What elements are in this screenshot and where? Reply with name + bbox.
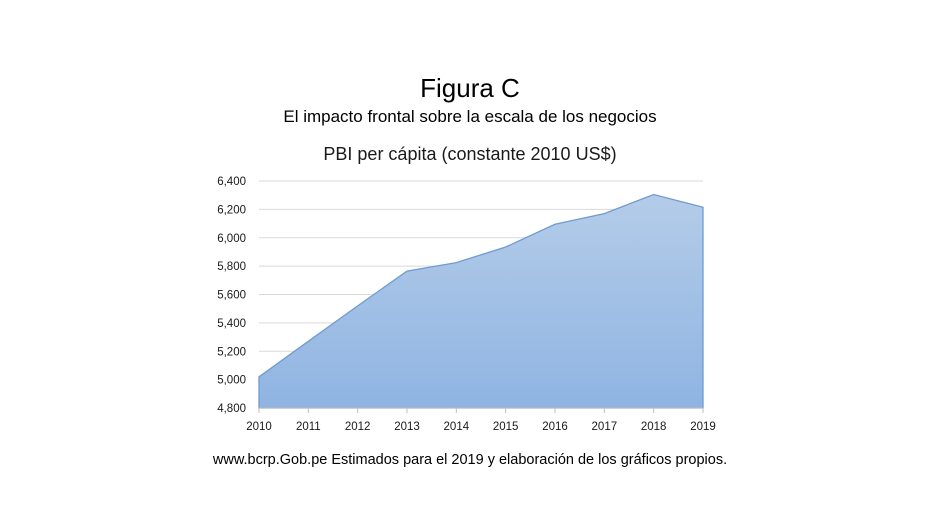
y-tick-label: 4,800 (217, 403, 246, 415)
figure-subtitle: El impacto frontal sobre la escala de lo… (283, 107, 657, 126)
x-tick-label: 2013 (394, 421, 420, 433)
x-tick-label: 2010 (246, 421, 272, 433)
source-note: www.bcrp.Gob.pe Estimados para el 2019 y… (212, 452, 728, 468)
x-tick-label: 2015 (493, 421, 519, 433)
x-tick-label: 2011 (296, 421, 321, 433)
x-tick-label: 2018 (641, 421, 667, 433)
y-tick-label: 5,600 (217, 290, 246, 302)
y-tick-label: 5,000 (217, 375, 246, 387)
y-tick-label: 6,200 (217, 204, 246, 216)
x-tick-label: 2016 (542, 421, 568, 433)
y-tick-label: 6,000 (217, 233, 246, 245)
area-fill (258, 193, 704, 409)
y-tick-label: 5,800 (217, 261, 246, 273)
y-tick-label: 5,400 (217, 318, 246, 330)
x-tick-label: 2012 (345, 421, 371, 433)
x-axis-tick-labels: 2010 2011 2012 2013 2014 2015 2016 2017 2018 2019 (246, 421, 716, 433)
y-tick-label: 6,400 (217, 176, 246, 188)
y-tick-label: 5,200 (217, 346, 246, 358)
area-series (258, 193, 704, 409)
y-axis-tick-labels: 4,800 5,000 5,200 5,400 5,600 5,800 6,000 6,200… (217, 176, 246, 415)
figure-title: Figura C (420, 73, 520, 103)
x-tick-label: 2014 (444, 421, 470, 433)
x-tick-label: 2019 (690, 421, 716, 433)
chart-title: PBI per cápita (constante 2010 US$) (323, 144, 617, 164)
axes (258, 407, 704, 413)
x-tick-label: 2017 (592, 421, 618, 433)
